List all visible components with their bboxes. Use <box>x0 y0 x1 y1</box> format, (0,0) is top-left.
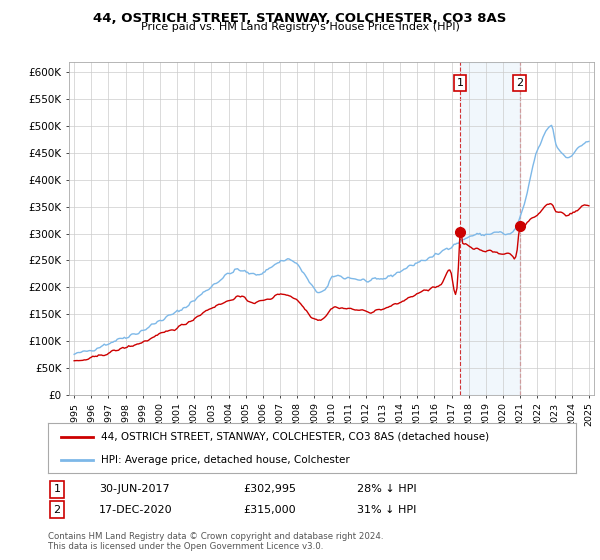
Text: Contains HM Land Registry data © Crown copyright and database right 2024.
This d: Contains HM Land Registry data © Crown c… <box>48 532 383 552</box>
Text: 1: 1 <box>457 78 464 88</box>
Text: 17-DEC-2020: 17-DEC-2020 <box>99 505 173 515</box>
Text: 44, OSTRICH STREET, STANWAY, COLCHESTER, CO3 8AS: 44, OSTRICH STREET, STANWAY, COLCHESTER,… <box>94 12 506 25</box>
Text: 31% ↓ HPI: 31% ↓ HPI <box>357 505 416 515</box>
Text: £302,995: £302,995 <box>243 484 296 494</box>
Text: Price paid vs. HM Land Registry's House Price Index (HPI): Price paid vs. HM Land Registry's House … <box>140 22 460 32</box>
Text: 1: 1 <box>53 484 61 494</box>
Text: HPI: Average price, detached house, Colchester: HPI: Average price, detached house, Colc… <box>101 455 350 465</box>
Text: 2: 2 <box>53 505 61 515</box>
Text: 28% ↓ HPI: 28% ↓ HPI <box>357 484 416 494</box>
Text: 30-JUN-2017: 30-JUN-2017 <box>99 484 170 494</box>
Text: £315,000: £315,000 <box>243 505 296 515</box>
Bar <box>460 62 520 395</box>
Text: 44, OSTRICH STREET, STANWAY, COLCHESTER, CO3 8AS (detached house): 44, OSTRICH STREET, STANWAY, COLCHESTER,… <box>101 432 489 442</box>
Text: 2: 2 <box>516 78 523 88</box>
